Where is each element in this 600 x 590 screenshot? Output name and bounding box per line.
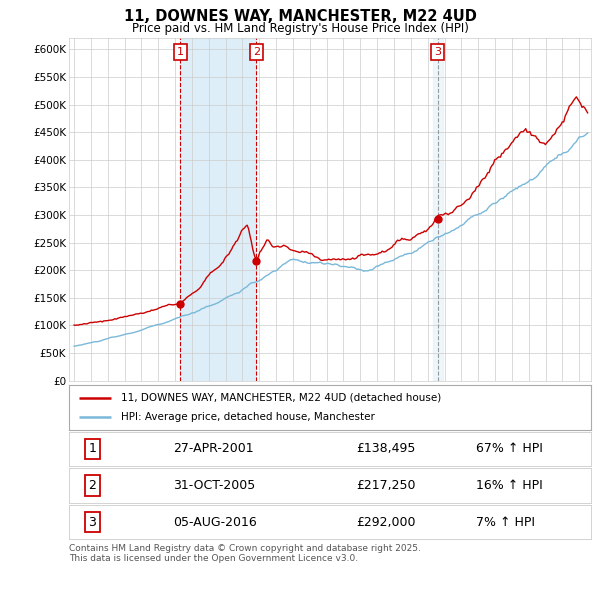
Text: 05-AUG-2016: 05-AUG-2016 xyxy=(173,516,257,529)
Text: 3: 3 xyxy=(89,516,97,529)
Text: 1: 1 xyxy=(177,47,184,57)
Text: 1: 1 xyxy=(89,442,97,455)
Text: Price paid vs. HM Land Registry's House Price Index (HPI): Price paid vs. HM Land Registry's House … xyxy=(131,22,469,35)
Text: £217,250: £217,250 xyxy=(356,479,416,492)
Text: 67% ↑ HPI: 67% ↑ HPI xyxy=(476,442,543,455)
Text: 11, DOWNES WAY, MANCHESTER, M22 4UD (detached house): 11, DOWNES WAY, MANCHESTER, M22 4UD (det… xyxy=(121,393,442,402)
Text: Contains HM Land Registry data © Crown copyright and database right 2025.
This d: Contains HM Land Registry data © Crown c… xyxy=(69,544,421,563)
Text: 16% ↑ HPI: 16% ↑ HPI xyxy=(476,479,543,492)
Text: HPI: Average price, detached house, Manchester: HPI: Average price, detached house, Manc… xyxy=(121,412,375,422)
Bar xyxy=(433,38,443,381)
Text: 3: 3 xyxy=(434,47,441,57)
Text: 11, DOWNES WAY, MANCHESTER, M22 4UD: 11, DOWNES WAY, MANCHESTER, M22 4UD xyxy=(124,9,476,24)
Text: 31-OCT-2005: 31-OCT-2005 xyxy=(173,479,256,492)
Bar xyxy=(181,38,256,381)
Text: 2: 2 xyxy=(89,479,97,492)
Text: 2: 2 xyxy=(253,47,260,57)
Text: 27-APR-2001: 27-APR-2001 xyxy=(173,442,254,455)
Text: £292,000: £292,000 xyxy=(356,516,416,529)
Text: 7% ↑ HPI: 7% ↑ HPI xyxy=(476,516,535,529)
Text: £138,495: £138,495 xyxy=(356,442,415,455)
